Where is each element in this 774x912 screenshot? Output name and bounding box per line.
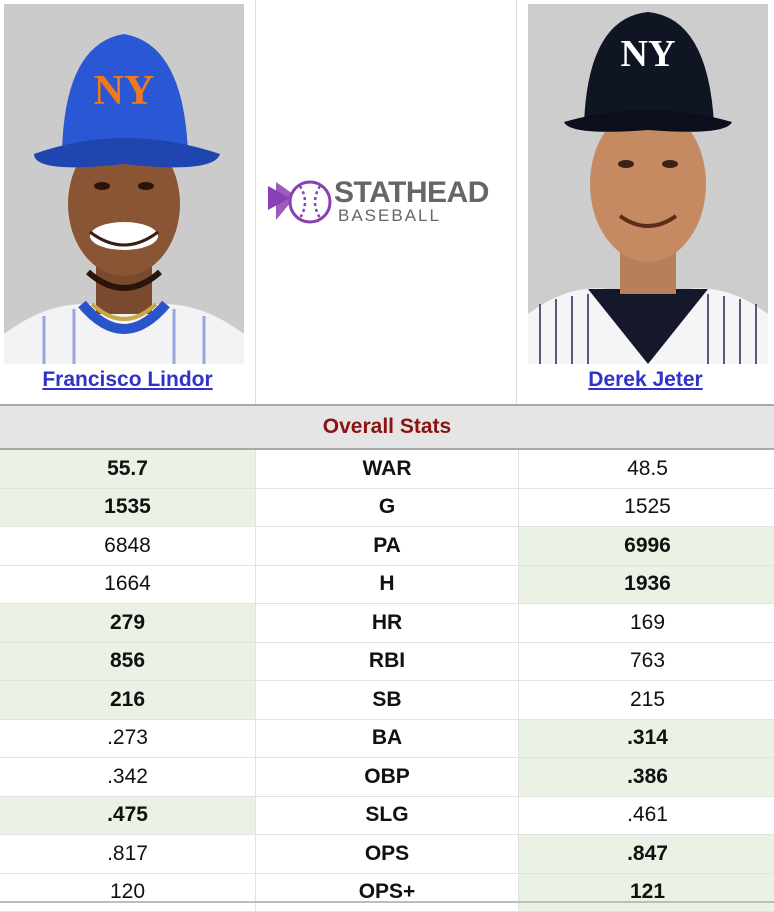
player-link-jeter[interactable]: Derek Jeter bbox=[517, 368, 774, 392]
stat-label: BA bbox=[256, 719, 519, 758]
stat-label: SB bbox=[256, 681, 519, 720]
left-player-stat-value: .342 bbox=[0, 758, 256, 797]
left-player-stat-value: 1535 bbox=[0, 488, 256, 527]
right-player-stat-value: 215 bbox=[519, 681, 774, 720]
left-player-stat-value: 120 bbox=[0, 873, 256, 912]
right-player-stat-value: 1936 bbox=[519, 565, 774, 604]
lindor-headshot-image: NY bbox=[4, 4, 244, 364]
stat-label: WAR bbox=[256, 450, 519, 488]
right-player-stat-value: 1525 bbox=[519, 488, 774, 527]
right-player-stat-value: 6996 bbox=[519, 527, 774, 566]
right-player-stat-value: .461 bbox=[519, 796, 774, 835]
player-comparison-header: NY Francisco Lindor STATHEAD BASEBALL bbox=[0, 0, 774, 404]
section-title-overall-stats: Overall Stats bbox=[0, 404, 774, 450]
stat-label: OPS+ bbox=[256, 873, 519, 912]
right-player-photo: NY bbox=[528, 4, 768, 364]
table-bottom-divider bbox=[0, 901, 774, 903]
stat-label: OPS bbox=[256, 835, 519, 874]
right-player-stat-value: 169 bbox=[519, 604, 774, 643]
stat-label: SLG bbox=[256, 796, 519, 835]
left-player-column: NY Francisco Lindor bbox=[0, 0, 255, 404]
logo-subtitle: BASEBALL bbox=[338, 206, 441, 226]
player-link-lindor[interactable]: Francisco Lindor bbox=[0, 368, 255, 392]
right-player-stat-value: .314 bbox=[519, 719, 774, 758]
stathead-baseball-logo[interactable]: STATHEAD BASEBALL bbox=[266, 176, 511, 228]
right-player-stat-value: 763 bbox=[519, 642, 774, 681]
stathead-ball-icon bbox=[266, 176, 332, 228]
logo-column: STATHEAD BASEBALL bbox=[255, 0, 517, 404]
right-player-column: NY Derek Jeter bbox=[517, 0, 774, 404]
svg-text:NY: NY bbox=[621, 33, 676, 75]
left-player-stat-value: .817 bbox=[0, 835, 256, 874]
right-player-stat-value: 121 bbox=[519, 873, 774, 912]
stat-label: HR bbox=[256, 604, 519, 643]
right-player-stat-value: .386 bbox=[519, 758, 774, 797]
right-player-stat-value: 48.5 bbox=[519, 450, 774, 488]
left-player-stat-value: .475 bbox=[0, 796, 256, 835]
stat-label: OBP bbox=[256, 758, 519, 797]
left-player-stat-value: 856 bbox=[0, 642, 256, 681]
stat-label: RBI bbox=[256, 642, 519, 681]
left-player-stat-value: 279 bbox=[0, 604, 256, 643]
stat-label: PA bbox=[256, 527, 519, 566]
left-player-stat-value: 1664 bbox=[0, 565, 256, 604]
svg-text:NY: NY bbox=[94, 68, 155, 114]
left-player-stat-value: 6848 bbox=[0, 527, 256, 566]
left-player-photo: NY bbox=[4, 4, 244, 364]
jeter-headshot-image: NY bbox=[528, 4, 768, 364]
stat-label: H bbox=[256, 565, 519, 604]
left-player-stat-value: .273 bbox=[0, 719, 256, 758]
left-player-stat-value: 55.7 bbox=[0, 450, 256, 488]
left-player-stat-value: 216 bbox=[0, 681, 256, 720]
right-player-stat-value: .847 bbox=[519, 835, 774, 874]
stat-label: G bbox=[256, 488, 519, 527]
logo-title: STATHEAD bbox=[334, 176, 489, 210]
